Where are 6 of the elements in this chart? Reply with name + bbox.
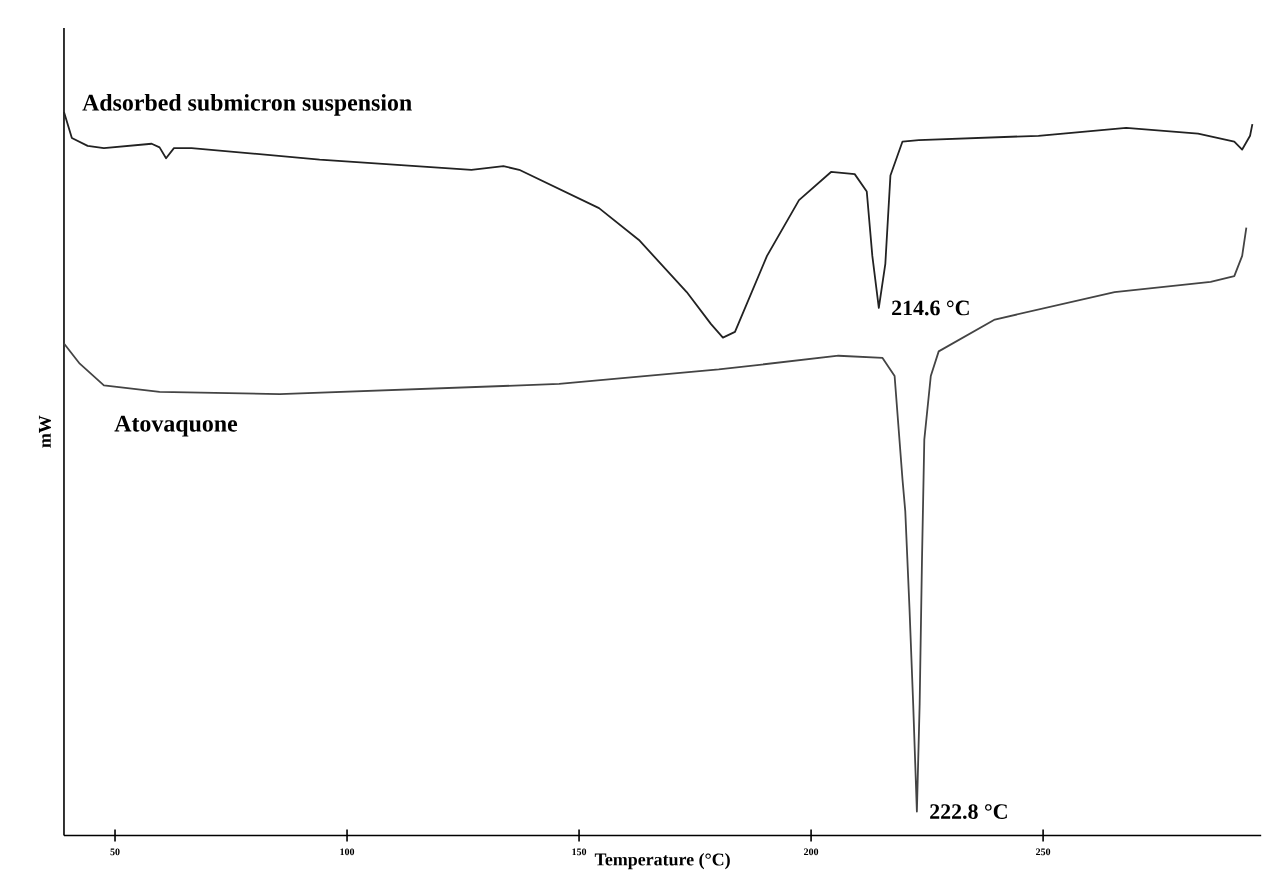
series-label: Adsorbed submicron suspension — [82, 94, 412, 116]
annotation: 222.8 °C — [930, 804, 1007, 820]
annotation: 214.6 °C — [892, 300, 969, 316]
x-axis-title: Temperature (°C) — [594, 853, 730, 870]
y-axis-title: mW — [38, 415, 51, 448]
series-label: Atovaquone — [114, 415, 238, 437]
